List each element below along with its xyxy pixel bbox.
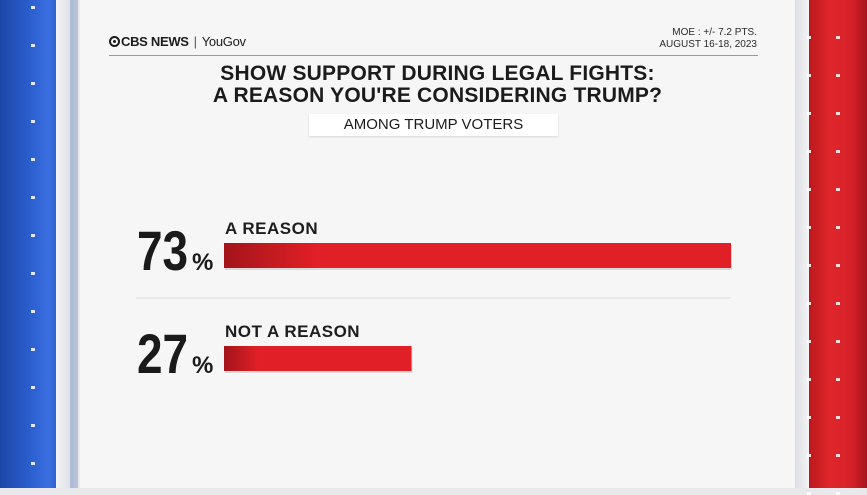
- stripe-dot: [836, 416, 840, 419]
- stripe-dot: [31, 462, 35, 465]
- stripe-dot: [836, 112, 840, 115]
- value-label: 27: [137, 323, 188, 385]
- stripe-dot: [807, 112, 811, 115]
- title-line-1: SHOW SUPPORT DURING LEGAL FIGHTS:: [220, 62, 655, 85]
- stripe-dot: [31, 310, 35, 313]
- stripe-dot: [836, 340, 840, 343]
- percent-sign: %: [192, 249, 213, 276]
- stripe-dot: [836, 264, 840, 267]
- stripe-dot: [807, 454, 811, 457]
- brand-name: CBS NEWS: [121, 34, 189, 49]
- stripe-dot: [31, 234, 35, 237]
- poll-dates: AUGUST 16-18, 2023: [659, 39, 757, 50]
- stripe-dot: [836, 454, 840, 457]
- stripe-dot: [807, 302, 811, 305]
- stripe-dot: [836, 378, 840, 381]
- left-white-stripe: [56, 0, 74, 488]
- stripe-dot: [31, 6, 35, 9]
- stripe-dot: [836, 150, 840, 153]
- page-title: SHOW SUPPORT DURING LEGAL FIGHTS: A REAS…: [80, 63, 795, 107]
- stripe-dot: [31, 158, 35, 161]
- stripe-dot: [807, 150, 811, 153]
- right-white-stripe: [793, 0, 809, 488]
- stripe-dot: [31, 386, 35, 389]
- chart-panel: CBS NEWS | YouGov MOE : +/- 7.2 PTS. AUG…: [80, 0, 795, 488]
- stripe-dot: [31, 424, 35, 427]
- bar-chart: A REASON 73 % NOT A REASON 27%: [136, 219, 732, 385]
- stripe-dot: [807, 36, 811, 39]
- stripe-dot: [836, 188, 840, 191]
- title-line-2: A REASON YOU'RE CONSIDERING TRUMP?: [212, 84, 663, 107]
- stripe-dot: [807, 264, 811, 267]
- bar-not-a-reason: [224, 346, 412, 371]
- poll-meta: MOE : +/- 7.2 PTS. AUGUST 16-18, 2023: [659, 27, 757, 51]
- stripe-dot: [836, 302, 840, 305]
- stripe-dot: [31, 272, 35, 275]
- network-logo: CBS NEWS | YouGov: [109, 34, 246, 49]
- stripe-dot: [836, 226, 840, 229]
- stripe-dot: [807, 378, 811, 381]
- margin-of-error: MOE : +/- 7.2 PTS.: [672, 27, 757, 38]
- subtitle-badge: AMONG TRUMP VOTERS: [309, 114, 558, 136]
- category-label: NOT A REASON: [225, 322, 360, 341]
- header-divider: [109, 55, 758, 56]
- percent-sign: %: [192, 352, 213, 379]
- right-flag-stripe: [805, 0, 867, 488]
- left-edge-stripe: [70, 0, 78, 488]
- stripe-dot: [807, 416, 811, 419]
- cbs-eye-icon: [109, 36, 120, 47]
- stripe-dot: [31, 196, 35, 199]
- logo-separator: |: [193, 34, 197, 49]
- stripe-dot: [31, 44, 35, 47]
- stripe-dot: [807, 340, 811, 343]
- partner-name: YouGov: [201, 34, 246, 49]
- stripe-dot: [31, 348, 35, 351]
- stripe-dot: [836, 36, 840, 39]
- category-label: A REASON: [225, 219, 318, 238]
- stripe-dot: [31, 120, 35, 123]
- stripe-dot: [807, 74, 811, 77]
- stripe-dot: [31, 82, 35, 85]
- stripe-dot: [807, 188, 811, 191]
- stripe-dot: [836, 74, 840, 77]
- bar-a-reason: [224, 243, 731, 268]
- value-label: 73: [137, 220, 188, 282]
- stripe-dot: [807, 226, 811, 229]
